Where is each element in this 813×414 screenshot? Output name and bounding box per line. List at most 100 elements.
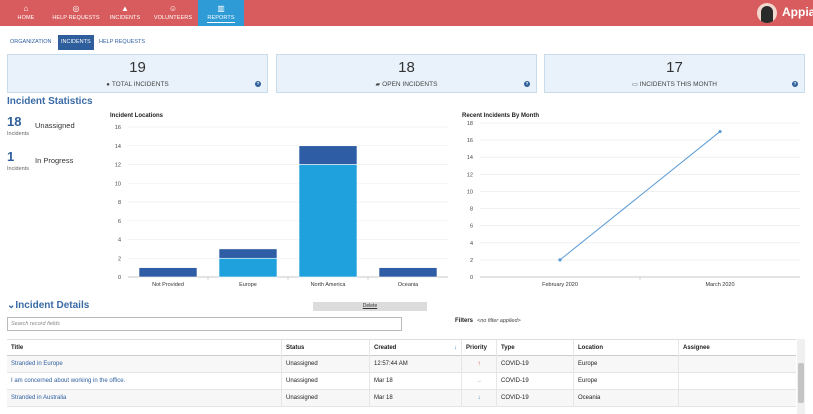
- kpi-value: 17: [666, 59, 683, 76]
- row-assignee: [678, 390, 796, 407]
- grid-scrollbar[interactable]: [797, 339, 805, 414]
- subtab-organization[interactable]: ORGANIZATION: [10, 39, 52, 45]
- kpi-label-wrap: ▰ OPEN INCIDENTS: [277, 81, 536, 88]
- kpi-label: TOTAL INCIDENTS: [111, 81, 169, 88]
- help-icon[interactable]: ?: [524, 81, 530, 87]
- filters-label: Filters: [455, 318, 474, 324]
- row-type: COVID-19: [496, 356, 573, 373]
- priority-normal-icon-glyph: →: [476, 378, 482, 384]
- column-header-created-label: Created: [374, 345, 397, 351]
- row-created: 12:57:44 AM: [369, 356, 461, 373]
- y-tick-label: 4: [118, 238, 121, 244]
- column-header-title[interactable]: Title: [11, 345, 24, 351]
- priority-low-icon-glyph: ↓: [477, 395, 481, 401]
- volunteer-icon: ☺: [168, 4, 178, 13]
- column-header-status[interactable]: Status: [281, 340, 369, 357]
- filters-area[interactable]: Filters <no filter applied>: [455, 318, 521, 324]
- kpi-label: OPEN INCIDENTS: [382, 81, 438, 88]
- x-tick-label: Oceania: [398, 282, 419, 288]
- column-header-location[interactable]: Location: [573, 340, 678, 357]
- y-tick-label: 12: [115, 163, 121, 169]
- subtab-help-requests[interactable]: HELP REQUESTS: [99, 39, 146, 45]
- help-icon[interactable]: ?: [255, 81, 261, 87]
- bar-not-provided-s1: [138, 267, 198, 278]
- nav-incidents-label: INCIDENTS: [109, 15, 141, 21]
- nav-reports-label: REPORTS: [207, 15, 235, 23]
- row-status: Unassigned: [281, 373, 369, 390]
- row-status: Unassigned: [281, 356, 369, 373]
- sort-desc-icon: ↓: [454, 345, 457, 351]
- row-created: Mar 18: [369, 373, 461, 390]
- nav-volunteers[interactable]: ☺ VOLUNTEERS: [150, 0, 196, 26]
- row-location: Oceania: [573, 390, 678, 407]
- y-tick-label: 0: [470, 275, 473, 281]
- scrollbar-thumb[interactable]: [798, 363, 804, 403]
- x-tick-label: February 2020: [542, 282, 578, 288]
- nav-home[interactable]: ⌂ HOME: [11, 0, 41, 26]
- y-tick-label: 2: [118, 256, 121, 262]
- bar-north-america-s0: [298, 164, 358, 278]
- column-header-assignee[interactable]: Assignee: [678, 340, 796, 357]
- table-row: Stranded in Europe Unassigned 12:57:44 A…: [7, 356, 796, 373]
- row-location: Europe: [573, 356, 678, 373]
- nav-incidents[interactable]: ▲ INCIDENTS: [106, 0, 144, 26]
- y-tick-label: 8: [470, 207, 473, 213]
- series-line: [559, 131, 721, 261]
- nav-help-requests[interactable]: ◎ HELP REQUESTS: [52, 0, 100, 26]
- kpi-value: 18: [398, 59, 415, 76]
- calendar-icon: ▭: [632, 82, 638, 88]
- row-assignee: [678, 373, 796, 390]
- search-record-fields-input[interactable]: Search record fields: [7, 317, 402, 331]
- warning-icon: ▲: [121, 4, 129, 13]
- kpi-value: 19: [129, 59, 146, 76]
- incident-statistics-title: Incident Statistics: [7, 96, 93, 107]
- help-icon[interactable]: ?: [792, 81, 798, 87]
- column-header-type[interactable]: Type: [496, 340, 573, 357]
- grid-header-row: Title Status Created ↓ Priority Type Loca…: [7, 339, 796, 357]
- y-tick-label: 6: [470, 224, 473, 230]
- incident-locations-chart: 0 2 4 6 8 10 12 14 16 Not Provided Europe North Ame…: [115, 125, 448, 288]
- delete-button[interactable]: Delete: [313, 302, 427, 311]
- row-title-link[interactable]: Stranded in Europe: [11, 361, 63, 367]
- column-header-created[interactable]: Created ↓: [369, 340, 461, 357]
- column-header-priority[interactable]: Priority: [461, 340, 496, 357]
- stat-in-progress-sub: Incidents: [7, 166, 30, 172]
- y-tick-label: 12: [467, 172, 473, 178]
- subtab-incidents[interactable]: INCIDENTS: [58, 35, 94, 50]
- row-type: COVID-19: [496, 373, 573, 390]
- y-tick-label: 10: [115, 181, 121, 187]
- y-tick-label: 6: [118, 219, 121, 225]
- line-chart-title: Recent Incidents By Month: [462, 113, 540, 119]
- stat-unassigned-sub: Incidents: [7, 131, 30, 137]
- kpi-label: INCIDENTS THIS MONTH: [639, 81, 717, 88]
- bar-europe-s1: [218, 248, 278, 259]
- row-location: Europe: [573, 373, 678, 390]
- user-avatar[interactable]: [757, 3, 777, 23]
- y-tick-label: 18: [467, 121, 473, 127]
- kpi-label-wrap: ▭ INCIDENTS THIS MONTH: [545, 81, 804, 88]
- info-icon: ●: [106, 82, 110, 88]
- x-tick-label: North America: [311, 282, 347, 288]
- stat-unassigned-label: Unassigned: [35, 121, 75, 130]
- row-title-link[interactable]: Stranded in Australia: [11, 395, 67, 401]
- priority-high-icon: ↑: [461, 356, 496, 373]
- globe-icon: ◎: [72, 4, 80, 13]
- y-tick-label: 0: [118, 275, 121, 281]
- row-title-link[interactable]: I am concerned about working in the offi…: [11, 378, 126, 384]
- folder-open-icon: ▰: [375, 82, 381, 88]
- stat-unassigned-value: 18: [7, 114, 22, 129]
- incident-details-title[interactable]: ⌄Incident Details: [7, 300, 89, 311]
- data-point-0: [558, 258, 562, 262]
- nav-home-label: HOME: [17, 15, 35, 21]
- row-type: COVID-19: [496, 390, 573, 407]
- stat-in-progress-value: 1: [7, 149, 15, 164]
- kpi-incidents-this-month: 17 ▭ INCIDENTS THIS MONTH ?: [544, 54, 805, 93]
- nav-volunteers-label: VOLUNTEERS: [153, 15, 193, 21]
- row-status: Unassigned: [281, 390, 369, 407]
- home-icon: ⌂: [23, 4, 29, 13]
- nav-reports[interactable]: ▥ REPORTS: [198, 0, 244, 26]
- collapse-chevron-icon: ⌄: [7, 300, 16, 311]
- table-row: Stranded in Australia Unassigned Mar 18 …: [7, 390, 796, 407]
- y-tick-label: 4: [470, 241, 473, 247]
- bar-chart-title: Incident Locations: [110, 113, 164, 119]
